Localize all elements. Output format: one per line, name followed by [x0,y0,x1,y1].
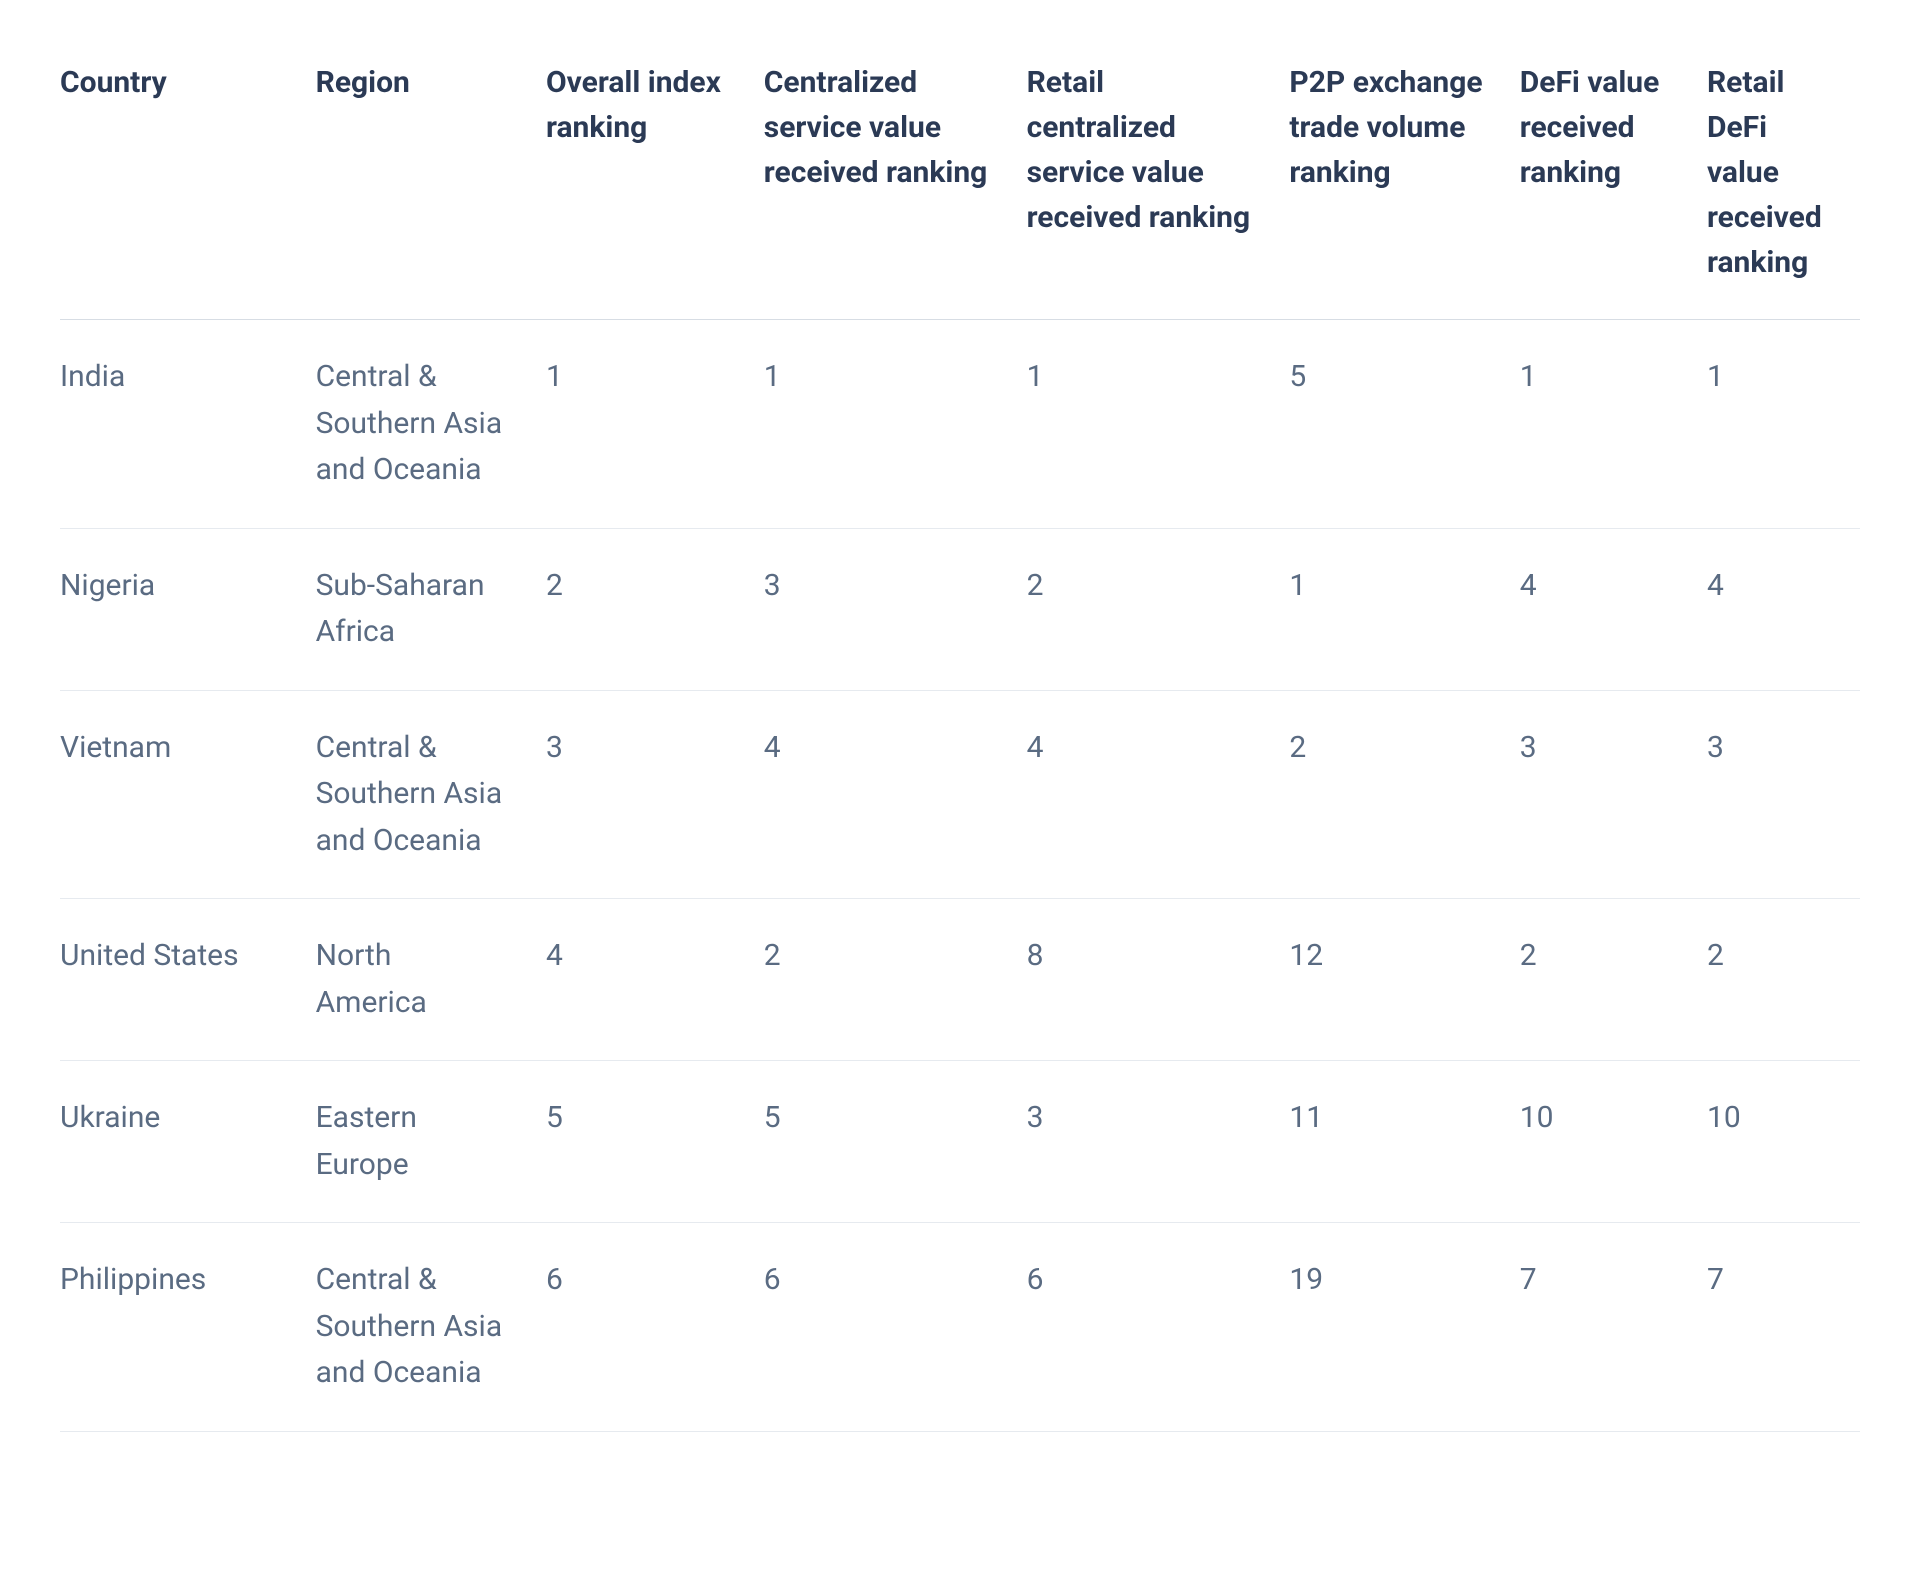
col-header-country: Country [60,60,298,320]
cell-region: Central & Southern Asia and Oceania [298,1223,528,1432]
cell-country: Nigeria [60,528,298,690]
cell-defi: 4 [1502,528,1689,690]
cell-p2p: 1 [1271,528,1501,690]
cell-defi: 3 [1502,690,1689,899]
table-row: Ukraine Eastern Europe 5 5 3 11 10 10 [60,1061,1860,1223]
table-row: United States North America 4 2 8 12 2 2 [60,899,1860,1061]
col-header-centralized: Centralized service value received ranki… [746,60,1009,320]
cell-retail-defi: 2 [1689,899,1860,1061]
col-header-region: Region [298,60,528,320]
cell-p2p: 5 [1271,320,1501,529]
cell-country: Ukraine [60,1061,298,1223]
cell-region: Central & Southern Asia and Oceania [298,320,528,529]
table-row: Philippines Central & Southern Asia and … [60,1223,1860,1432]
cell-country: India [60,320,298,529]
col-header-overall: Overall index ranking [528,60,746,320]
cell-defi: 7 [1502,1223,1689,1432]
table-container: Country Region Overall index ranking Cen… [0,0,1920,1492]
cell-retail-centralized: 1 [1009,320,1272,529]
cell-p2p: 12 [1271,899,1501,1061]
cell-retail-defi: 4 [1689,528,1860,690]
table-header-row: Country Region Overall index ranking Cen… [60,60,1860,320]
cell-retail-centralized: 3 [1009,1061,1272,1223]
cell-retail-defi: 3 [1689,690,1860,899]
cell-centralized: 4 [746,690,1009,899]
cell-defi: 10 [1502,1061,1689,1223]
cell-overall: 4 [528,899,746,1061]
cell-p2p: 2 [1271,690,1501,899]
cell-retail-centralized: 4 [1009,690,1272,899]
col-header-retail-centralized: Retail centralized service value receive… [1009,60,1272,320]
cell-retail-centralized: 6 [1009,1223,1272,1432]
col-header-defi: DeFi value received ranking [1502,60,1689,320]
cell-region: Eastern Europe [298,1061,528,1223]
cell-centralized: 2 [746,899,1009,1061]
cell-country: Vietnam [60,690,298,899]
cell-retail-centralized: 8 [1009,899,1272,1061]
cell-p2p: 19 [1271,1223,1501,1432]
cell-centralized: 1 [746,320,1009,529]
cell-retail-defi: 7 [1689,1223,1860,1432]
cell-centralized: 6 [746,1223,1009,1432]
col-header-p2p: P2P exchange trade volume ranking [1271,60,1501,320]
cell-retail-defi: 10 [1689,1061,1860,1223]
cell-country: United States [60,899,298,1061]
table-body: India Central & Southern Asia and Oceani… [60,320,1860,1432]
cell-retail-centralized: 2 [1009,528,1272,690]
cell-defi: 2 [1502,899,1689,1061]
cell-overall: 1 [528,320,746,529]
cell-defi: 1 [1502,320,1689,529]
cell-overall: 2 [528,528,746,690]
table-row: Nigeria Sub-Saharan Africa 2 3 2 1 4 4 [60,528,1860,690]
cell-region: Sub-Saharan Africa [298,528,528,690]
cell-centralized: 5 [746,1061,1009,1223]
cell-p2p: 11 [1271,1061,1501,1223]
cell-retail-defi: 1 [1689,320,1860,529]
cell-overall: 6 [528,1223,746,1432]
table-row: India Central & Southern Asia and Oceani… [60,320,1860,529]
col-header-retail-defi: Retail DeFi value received ranking [1689,60,1860,320]
table-row: Vietnam Central & Southern Asia and Ocea… [60,690,1860,899]
cell-country: Philippines [60,1223,298,1432]
cell-region: Central & Southern Asia and Oceania [298,690,528,899]
cell-overall: 3 [528,690,746,899]
rankings-table: Country Region Overall index ranking Cen… [60,60,1860,1432]
cell-overall: 5 [528,1061,746,1223]
cell-region: North America [298,899,528,1061]
cell-centralized: 3 [746,528,1009,690]
